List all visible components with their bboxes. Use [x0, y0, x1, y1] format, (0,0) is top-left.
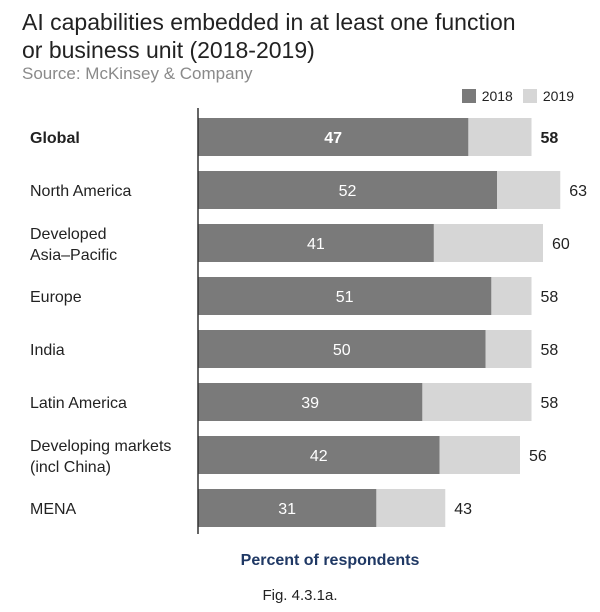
- category-label: Developed Asia–Pacific: [30, 226, 117, 264]
- legend-item-2018: 2018: [461, 88, 513, 104]
- category-label-line: India: [30, 342, 65, 359]
- bar-2018: [198, 383, 423, 421]
- category-label-line: Asia–Pacific: [30, 247, 117, 264]
- data-label-2018: 51: [336, 289, 354, 306]
- data-label-2018: 42: [310, 448, 328, 465]
- bar-2018: [198, 224, 434, 262]
- legend-label-2019: 2019: [542, 88, 574, 104]
- legend-item-2019: 2019: [522, 88, 574, 104]
- data-label-2019: 58: [541, 289, 559, 306]
- category-label-line: Developing markets: [30, 438, 171, 455]
- category-label-line: MENA: [30, 501, 77, 518]
- chart-title-line-1: AI capabilities embedded in at least one…: [22, 9, 516, 35]
- bar-chart: 47 58 Global 52 63 North America 41 60 Developed…: [30, 108, 587, 534]
- category-label-line: Global: [30, 130, 80, 147]
- figure-caption: Fig. 4.3.1a.: [262, 587, 338, 604]
- data-label-2018: 41: [307, 236, 325, 253]
- data-label-2019: 58: [541, 342, 559, 359]
- data-label-2019: 56: [529, 448, 547, 465]
- chart-legend: 2018 2019: [461, 88, 574, 104]
- category-label: MENA: [30, 501, 77, 518]
- chart-source: Source: McKinsey & Company: [22, 64, 253, 83]
- bar-2018: [198, 277, 492, 315]
- bar-2018: [198, 436, 440, 474]
- chart-title: AI capabilities embedded in at least one…: [22, 8, 592, 64]
- data-label-2019: 58: [541, 130, 559, 147]
- legend-swatch-2018: [461, 89, 476, 103]
- chart-title-line-2: or business unit (2018-2019): [22, 37, 315, 63]
- data-label-2018: 31: [278, 501, 296, 518]
- category-label: Europe: [30, 289, 82, 306]
- category-label-line: (incl China): [30, 459, 111, 476]
- data-label-2019: 58: [541, 395, 559, 412]
- category-label: Latin America: [30, 395, 127, 412]
- legend-swatch-2019: [522, 89, 537, 103]
- category-label-line: Developed: [30, 226, 107, 243]
- bar-2018: [198, 330, 486, 368]
- bar-2018: [198, 171, 497, 209]
- data-label-2019: 60: [552, 236, 570, 253]
- category-label: India: [30, 342, 65, 359]
- data-label-2019: 43: [454, 501, 472, 518]
- x-axis-label: Percent of respondents: [240, 552, 420, 569]
- data-label-2018: 47: [324, 130, 342, 147]
- data-label-2018: 39: [301, 395, 319, 412]
- legend-label-2018: 2018: [481, 88, 513, 104]
- bar-2018: [198, 118, 469, 156]
- category-label-line: Latin America: [30, 395, 127, 412]
- category-label-line: Europe: [30, 289, 82, 306]
- category-label: Developing markets (incl China): [30, 438, 171, 476]
- category-label: Global: [30, 130, 80, 147]
- category-label: North America: [30, 183, 131, 200]
- data-label-2019: 63: [569, 183, 587, 200]
- category-label-line: North America: [30, 183, 131, 200]
- data-label-2018: 50: [333, 342, 351, 359]
- data-label-2018: 52: [339, 183, 357, 200]
- bar-2018: [198, 489, 377, 527]
